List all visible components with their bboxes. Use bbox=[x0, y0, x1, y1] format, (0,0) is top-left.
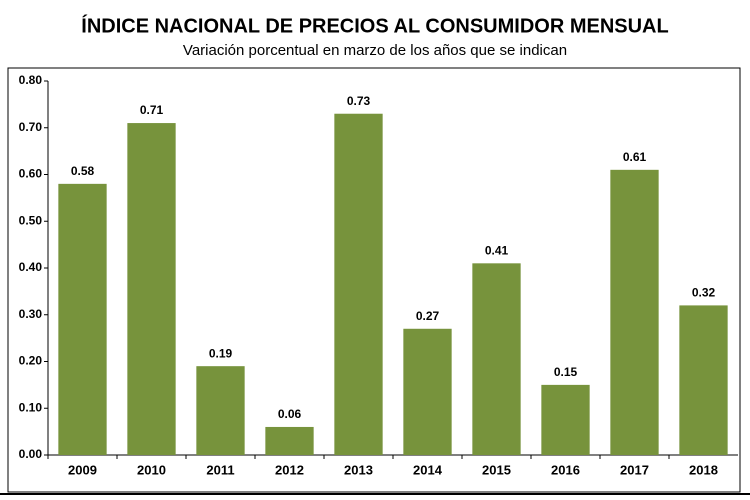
chart-title: ÍNDICE NACIONAL DE PRECIOS AL CONSUMIDOR… bbox=[81, 14, 668, 37]
x-tick-label: 2011 bbox=[206, 462, 234, 477]
x-tick-label: 2014 bbox=[413, 462, 443, 477]
x-tick-label: 2015 bbox=[482, 462, 511, 477]
y-tick-label: 0.00 bbox=[19, 447, 43, 461]
x-tick-label: 2010 bbox=[137, 462, 166, 477]
x-tick-label: 2016 bbox=[551, 462, 580, 477]
bar bbox=[403, 328, 452, 455]
value-label: 0.73 bbox=[347, 94, 371, 108]
y-tick-label: 0.40 bbox=[19, 260, 43, 274]
value-label: 0.06 bbox=[278, 407, 302, 421]
bar bbox=[541, 384, 590, 455]
bar bbox=[679, 305, 728, 455]
bar bbox=[610, 169, 659, 455]
x-tick-label: 2018 bbox=[689, 462, 718, 477]
chart-subtitle: Variación porcentual en marzo de los año… bbox=[183, 42, 567, 59]
y-tick-label: 0.20 bbox=[19, 354, 43, 368]
bar bbox=[196, 366, 245, 455]
value-label: 0.61 bbox=[623, 150, 647, 164]
bar bbox=[58, 183, 107, 455]
y-tick-label: 0.80 bbox=[19, 73, 43, 87]
value-label: 0.71 bbox=[140, 103, 164, 117]
x-tick-label: 2009 bbox=[68, 462, 97, 477]
x-tick-label: 2012 bbox=[275, 462, 304, 477]
value-label: 0.58 bbox=[71, 164, 95, 178]
value-label: 0.32 bbox=[692, 286, 716, 300]
y-tick-label: 0.50 bbox=[19, 213, 43, 227]
x-tick-label: 2013 bbox=[344, 462, 373, 477]
value-label: 0.19 bbox=[209, 346, 233, 360]
value-label: 0.41 bbox=[485, 243, 509, 257]
y-tick-label: 0.30 bbox=[19, 307, 43, 321]
bar bbox=[334, 113, 383, 455]
y-tick-label: 0.70 bbox=[19, 120, 43, 134]
bar bbox=[127, 123, 176, 455]
x-tick-label: 2017 bbox=[620, 462, 649, 477]
y-tick-label: 0.10 bbox=[19, 400, 43, 414]
bar bbox=[265, 426, 314, 455]
chart-frame bbox=[7, 67, 741, 493]
y-tick-label: 0.60 bbox=[19, 167, 43, 181]
value-label: 0.15 bbox=[554, 365, 578, 379]
bar bbox=[472, 263, 521, 455]
value-label: 0.27 bbox=[416, 309, 440, 323]
